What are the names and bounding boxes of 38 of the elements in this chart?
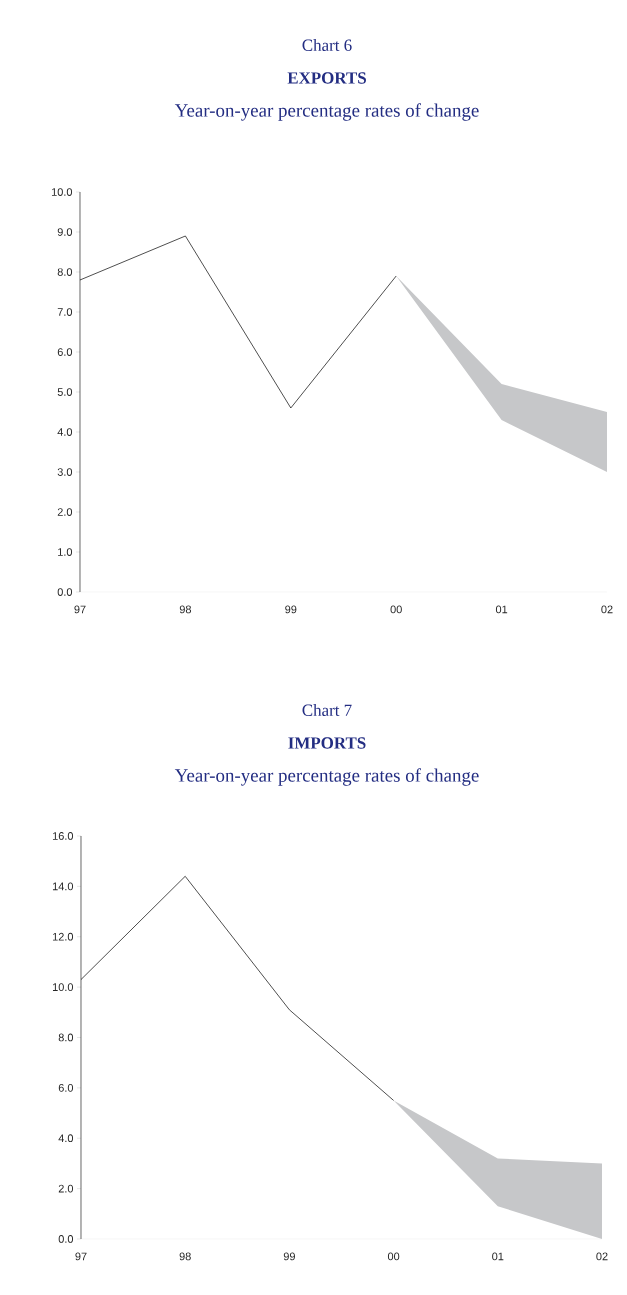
y-tick-label: 0.0 bbox=[58, 1235, 74, 1243]
x-tick-label: 98 bbox=[179, 605, 192, 614]
y-tick-label: 14.0 bbox=[52, 882, 74, 891]
y-tick-label: 2.0 bbox=[58, 1184, 74, 1193]
y-tick-label: 10.0 bbox=[51, 188, 73, 196]
y-tick-label: 0.0 bbox=[57, 588, 73, 596]
x-tick-label: 01 bbox=[495, 605, 508, 614]
y-tick-label: 8.0 bbox=[57, 268, 73, 276]
y-tick-label: 8.0 bbox=[58, 1033, 74, 1042]
y-tick-label: 16.0 bbox=[52, 832, 74, 840]
y-tick-label: 6.0 bbox=[58, 1084, 74, 1092]
x-tick-label: 97 bbox=[75, 1252, 87, 1261]
y-tick-label: 7.0 bbox=[57, 308, 73, 316]
x-tick-label: 00 bbox=[387, 1252, 400, 1261]
caption: Chart 6 bbox=[302, 39, 352, 51]
x-tick-label: 98 bbox=[179, 1252, 191, 1261]
chart-title: IMPORTS bbox=[288, 737, 366, 749]
y-tick-label: 4.0 bbox=[57, 428, 73, 436]
y-tick-label: 3.0 bbox=[57, 468, 73, 476]
y-tick-label: 2.0 bbox=[57, 508, 73, 516]
chart-subtitle: Year-on-year percentage rates of change bbox=[174, 768, 479, 786]
y-tick-label: 12.0 bbox=[52, 932, 74, 941]
y-tick-label: 6.0 bbox=[57, 348, 73, 356]
x-tick-label: 02 bbox=[596, 1252, 608, 1261]
x-tick-label: 99 bbox=[285, 605, 297, 614]
x-tick-label: 02 bbox=[601, 605, 613, 614]
caption: Chart 7 bbox=[302, 704, 352, 716]
x-tick-label: 01 bbox=[492, 1252, 504, 1261]
chart-title: EXPORTS bbox=[287, 72, 366, 84]
y-tick-label: 5.0 bbox=[57, 388, 73, 396]
x-tick-label: 97 bbox=[74, 605, 86, 614]
y-tick-label: 9.0 bbox=[57, 228, 73, 236]
y-tick-label: 10.0 bbox=[52, 983, 74, 991]
x-tick-label: 00 bbox=[390, 605, 402, 614]
y-tick-label: 1.0 bbox=[58, 548, 73, 556]
y-tick-label: 4.0 bbox=[58, 1134, 74, 1143]
chart-subtitle: Year-on-year percentage rates of change bbox=[174, 103, 479, 121]
x-tick-label: 99 bbox=[283, 1252, 295, 1261]
